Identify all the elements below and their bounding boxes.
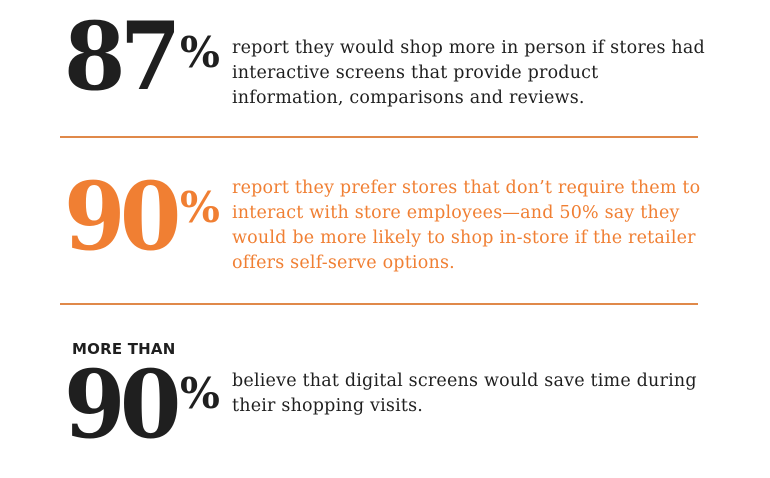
stat-description: report they would shop more in person if… [232,38,705,108]
stat-description: believe that digital screens would save … [232,371,697,416]
percent-sign: % [180,183,220,232]
percent-sign: % [180,369,220,418]
stat-prefix: MORE THAN [72,340,176,358]
stat-number: 90 [64,350,181,460]
stat-number: 87 [64,2,181,112]
divider [60,136,698,138]
divider [60,303,698,305]
stat-number: 90 [64,162,181,272]
stat-description: report they prefer stores that don’t req… [232,178,701,273]
percent-sign: % [180,28,220,77]
